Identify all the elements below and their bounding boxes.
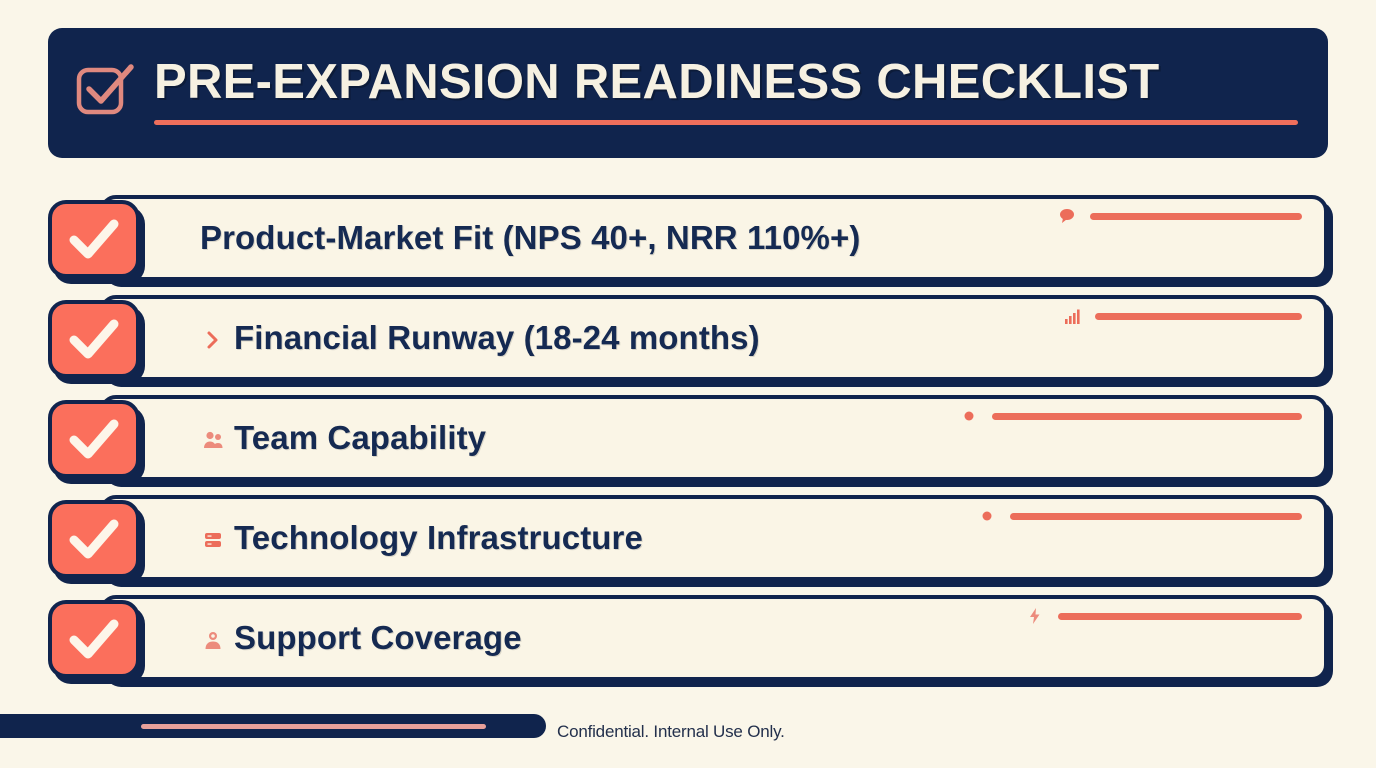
checkbox-checked[interactable] [48,200,140,278]
checklist-row-card[interactable]: Product-Market Fit (NPS 40+, NRR 110%+) [100,195,1328,281]
row-accent-line [1090,212,1302,220]
list-item[interactable]: Technology Infrastructure [48,495,1332,581]
checklist-item-label: Product-Market Fit (NPS 40+, NRR 110%+) [200,219,861,256]
checklist-row-card[interactable]: Technology Infrastructure [100,495,1328,581]
header-accent-rule [154,119,1298,125]
checklist-item-label: Financial Runway (18-24 months) [234,319,760,356]
row-right-group [978,507,1302,525]
list-item[interactable]: Product-Market Fit (NPS 40+, NRR 110%+) [48,195,1332,281]
row-accent-line [1058,612,1302,620]
checklist-row-card[interactable]: Financial Runway (18-24 months) [100,295,1328,381]
list-item[interactable]: Team Capability [48,395,1332,481]
dot-icon [978,507,996,525]
header-banner: PRE-EXPANSION READINESS CHECKLIST [48,28,1328,158]
row-right-group [960,407,1302,425]
bar-chart-icon [1063,307,1081,325]
row-right-group [1058,207,1302,225]
lightning-bolt-icon [1026,607,1044,625]
checklist-item-label: Team Capability [234,419,487,456]
checkbox-checked[interactable] [48,300,140,378]
page-title: PRE-EXPANSION READINESS CHECKLIST [154,55,1160,110]
checkbox-checked[interactable] [48,500,140,578]
footer-accent-bar [0,714,546,738]
server-icon [200,526,226,554]
support-agent-icon [200,626,226,654]
row-right-group [1026,607,1302,625]
row-accent-line [1010,512,1302,520]
row-accent-line [1095,312,1302,320]
checkbox-checked[interactable] [48,600,140,678]
checklist-item-label: Support Coverage [234,619,522,656]
checkbox-check-icon [74,56,140,122]
row-accent-line [992,412,1302,420]
checklist-row-card[interactable]: Team Capability [100,395,1328,481]
users-icon [200,426,226,454]
footer-accent-line [141,723,486,729]
list-item[interactable]: Financial Runway (18-24 months) [48,295,1332,381]
row-right-group [1063,307,1302,325]
checkbox-checked[interactable] [48,400,140,478]
checklist: Product-Market Fit (NPS 40+, NRR 110%+) [48,195,1332,695]
dot-icon [960,407,978,425]
speech-bubble-icon [1058,207,1076,225]
list-item[interactable]: Support Coverage [48,595,1332,681]
checklist-item-label: Technology Infrastructure [234,519,643,556]
header-text-wrap: PRE-EXPANSION READINESS CHECKLIST [154,57,1298,125]
checklist-row-card[interactable]: Support Coverage [100,595,1328,681]
chevron-right-icon [200,326,226,354]
confidentiality-note: Confidential. Internal Use Only. [557,722,785,741]
